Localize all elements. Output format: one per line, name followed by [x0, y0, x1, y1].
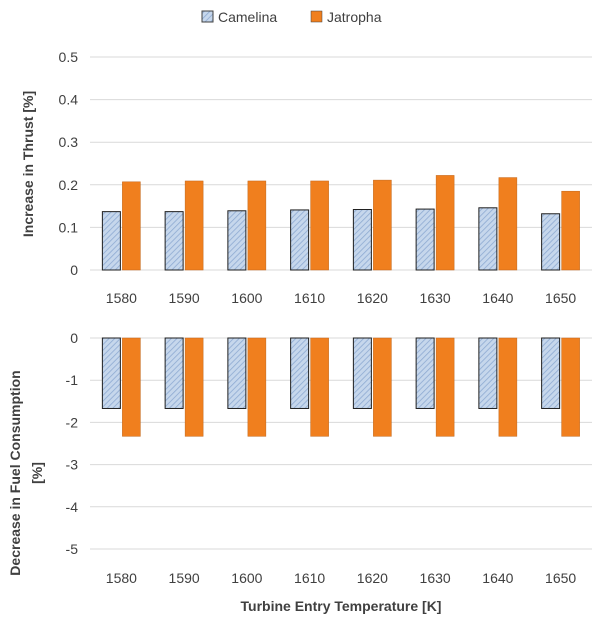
fuel-x-tick-label: 1580: [106, 570, 137, 586]
fuel-x-tick-label: 1620: [357, 570, 388, 586]
fuel-bar-camelina: [478, 337, 498, 409]
thrust-bar-jatropha: [122, 181, 141, 271]
fuel-x-tick-label: 1630: [420, 570, 451, 586]
fuel-y-tick-label: -1: [66, 372, 79, 388]
thrust-x-tick-label: 1600: [231, 290, 262, 306]
thrust-x-tick-label: 1610: [294, 290, 325, 306]
fuel-bar-camelina: [164, 337, 184, 409]
thrust-bar-camelina: [164, 211, 184, 271]
thrust-bar-camelina: [352, 209, 372, 271]
fuel-y-axis-title-line2: [%]: [29, 462, 45, 484]
fuel-bar-jatropha: [435, 337, 455, 437]
thrust-bar-jatropha: [184, 180, 204, 271]
fuel-bar-camelina: [541, 337, 561, 409]
thrust-bar-jatropha: [498, 177, 518, 271]
legend-label-jatropha: Jatropha: [327, 9, 382, 25]
thrust-y-tick-label: 0.5: [59, 49, 79, 65]
fuel-x-tick-label: 1650: [545, 570, 576, 586]
fuel-bar-jatropha: [184, 337, 204, 437]
thrust-y-tick-label: 0: [70, 262, 78, 278]
fuel-x-tick-label: 1590: [169, 570, 200, 586]
thrust-x-tick-label: 1620: [357, 290, 388, 306]
thrust-bar-camelina: [101, 211, 121, 271]
fuel-bar-camelina: [352, 337, 372, 409]
thrust-bar-jatropha: [435, 175, 455, 271]
fuel-x-tick-label: 1600: [231, 570, 262, 586]
thrust-bar-jatropha: [561, 190, 580, 271]
thrust-chart: 0 0.1 0.2 0.3 0.4 0.5 1580 1590 1600 1610 1620 1630…: [59, 49, 592, 306]
fuel-bar-camelina: [415, 337, 435, 409]
fuel-y-axis-title-line1: Decrease in Fuel Consumption: [7, 370, 23, 575]
fuel-y-tick-label: -5: [66, 541, 79, 557]
thrust-bar-camelina: [290, 209, 310, 271]
thrust-x-tick-label: 1650: [545, 290, 576, 306]
fuel-bar-jatropha: [498, 337, 518, 437]
thrust-bar-camelina: [415, 208, 435, 271]
thrust-bar-camelina: [478, 207, 498, 271]
thrust-bar-camelina: [541, 213, 561, 271]
fuel-y-tick-label: -4: [66, 499, 79, 515]
thrust-y-axis-title: Increase in Thrust [%]: [20, 91, 36, 237]
thrust-y-tick-label: 0.1: [59, 219, 79, 235]
x-axis-title: Turbine Entry Temperature [K]: [241, 598, 442, 614]
legend-label-camelina: Camelina: [218, 9, 277, 25]
fuel-x-tick-label: 1640: [482, 570, 513, 586]
fuel-y-tick-label: 0: [70, 330, 78, 346]
thrust-x-tick-label: 1590: [169, 290, 200, 306]
fuel-y-tick-label: -3: [66, 457, 79, 473]
thrust-x-tick-label: 1580: [106, 290, 137, 306]
fuel-bar-camelina: [227, 337, 247, 409]
thrust-bar-jatropha: [310, 180, 329, 271]
legend-swatch-jatropha: [310, 10, 323, 23]
fuel-bar-jatropha: [561, 337, 580, 437]
fuel-bar-jatropha: [122, 337, 141, 437]
thrust-bar-camelina: [227, 210, 247, 271]
thrust-x-tick-label: 1630: [420, 290, 451, 306]
fuel-y-tick-label: -2: [66, 414, 79, 430]
fuel-bar-camelina: [290, 337, 310, 409]
fuel-y-axis-title: Decrease in Fuel Consumption [%]: [7, 370, 45, 575]
thrust-y-tick-label: 0.2: [59, 177, 79, 193]
fuel-bar-jatropha: [247, 337, 267, 437]
legend: Camelina Jatropha: [201, 9, 382, 25]
fuel-bar-jatropha: [310, 337, 329, 437]
thrust-bar-jatropha: [373, 179, 392, 271]
legend-swatch-camelina: [201, 10, 214, 23]
thrust-y-tick-label: 0.3: [59, 134, 79, 150]
fuel-x-tick-label: 1610: [294, 570, 325, 586]
fuel-consumption-chart: 0 -1 -2 -3 -4 -5 1580 1590 1600 1610 1620 1630 1640 1…: [66, 330, 592, 586]
fuel-bar-jatropha: [373, 337, 392, 437]
fuel-bar-camelina: [101, 337, 121, 409]
thrust-x-tick-label: 1640: [482, 290, 513, 306]
thrust-bar-jatropha: [247, 180, 267, 271]
thrust-y-tick-label: 0.4: [59, 92, 79, 108]
